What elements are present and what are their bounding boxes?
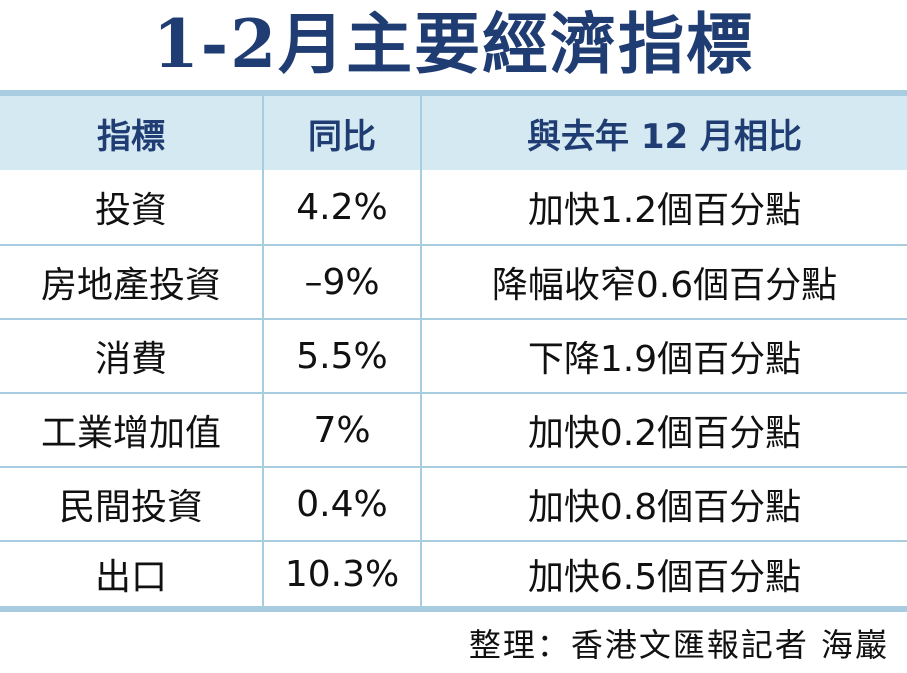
change-cell: 加快1.2個百分點	[527, 190, 802, 231]
credit-line: 整理：香港文匯報記者 海巖	[468, 626, 889, 664]
change-cell: 加快0.2個百分點	[527, 413, 802, 454]
indicator-cell: 投資	[0, 170, 264, 244]
change-cell: 加快6.5個百分點	[527, 557, 802, 598]
indicator-cell: 房地產投資	[0, 246, 264, 318]
yoy-cell: 5.5%	[264, 320, 422, 392]
table-header-row: 指標 同比 與去年 12 月相比	[0, 96, 907, 170]
table-row: 投資 4.2% 加快1.2個百分點	[0, 170, 907, 244]
indicator-cell: 民間投資	[0, 468, 264, 540]
table-row: 工業增加值 7% 加快0.2個百分點	[0, 392, 907, 466]
yoy-cell: 10.3%	[264, 542, 422, 606]
yoy-cell: 7%	[264, 394, 422, 466]
change-cell: 加快0.8個百分點	[527, 487, 802, 528]
indicator-cell: 消費	[0, 320, 264, 392]
table-row: 消費 5.5% 下降1.9個百分點	[0, 318, 907, 392]
indicator-cell: 工業增加值	[0, 394, 264, 466]
yoy-cell: –9%	[264, 246, 422, 318]
page-title: 1-2月主要經濟指標	[152, 5, 755, 83]
yoy-cell: 0.4%	[264, 468, 422, 540]
change-cell: 下降1.9個百分點	[527, 339, 802, 380]
table-row: 民間投資 0.4% 加快0.8個百分點	[0, 466, 907, 540]
table-row: 房地產投資 –9% 降幅收窄0.6個百分點	[0, 244, 907, 318]
indicator-table: 指標 同比 與去年 12 月相比 投資 4.2% 加快1.2個百分點 房地產投資…	[0, 90, 907, 612]
indicator-cell: 出口	[0, 542, 264, 606]
table-row: 出口 10.3% 加快6.5個百分點	[0, 540, 907, 606]
header-vs-december: 與去年 12 月相比	[527, 116, 802, 157]
yoy-cell: 4.2%	[264, 170, 422, 244]
header-indicator: 指標	[0, 96, 264, 170]
header-yoy: 同比	[264, 96, 422, 170]
change-cell: 降幅收窄0.6個百分點	[491, 265, 838, 306]
